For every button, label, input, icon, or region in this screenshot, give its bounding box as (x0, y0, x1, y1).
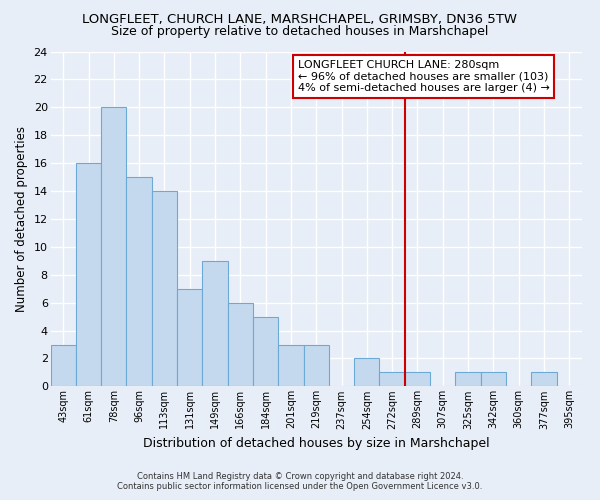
Bar (177, 288, 202, 386)
Text: Contains HM Land Registry data © Crown copyright and database right 2024.
Contai: Contains HM Land Registry data © Crown c… (118, 472, 482, 491)
Bar (481, 372, 506, 386)
Bar (50, 344, 76, 387)
Bar (253, 316, 278, 386)
Bar (202, 261, 227, 386)
Bar (455, 372, 481, 386)
Text: Size of property relative to detached houses in Marshchapel: Size of property relative to detached ho… (112, 25, 488, 38)
Bar (531, 372, 557, 386)
Bar (227, 302, 253, 386)
Bar (278, 344, 304, 387)
Bar (101, 108, 127, 386)
Bar (127, 177, 152, 386)
Bar (379, 372, 405, 386)
Bar (76, 163, 101, 386)
X-axis label: Distribution of detached houses by size in Marshchapel: Distribution of detached houses by size … (143, 437, 490, 450)
Bar (304, 344, 329, 387)
Bar (152, 191, 177, 386)
Bar (405, 372, 430, 386)
Text: LONGFLEET CHURCH LANE: 280sqm
← 96% of detached houses are smaller (103)
4% of s: LONGFLEET CHURCH LANE: 280sqm ← 96% of d… (298, 60, 550, 93)
Text: LONGFLEET, CHURCH LANE, MARSHCHAPEL, GRIMSBY, DN36 5TW: LONGFLEET, CHURCH LANE, MARSHCHAPEL, GRI… (83, 12, 517, 26)
Y-axis label: Number of detached properties: Number of detached properties (15, 126, 28, 312)
Bar (354, 358, 379, 386)
